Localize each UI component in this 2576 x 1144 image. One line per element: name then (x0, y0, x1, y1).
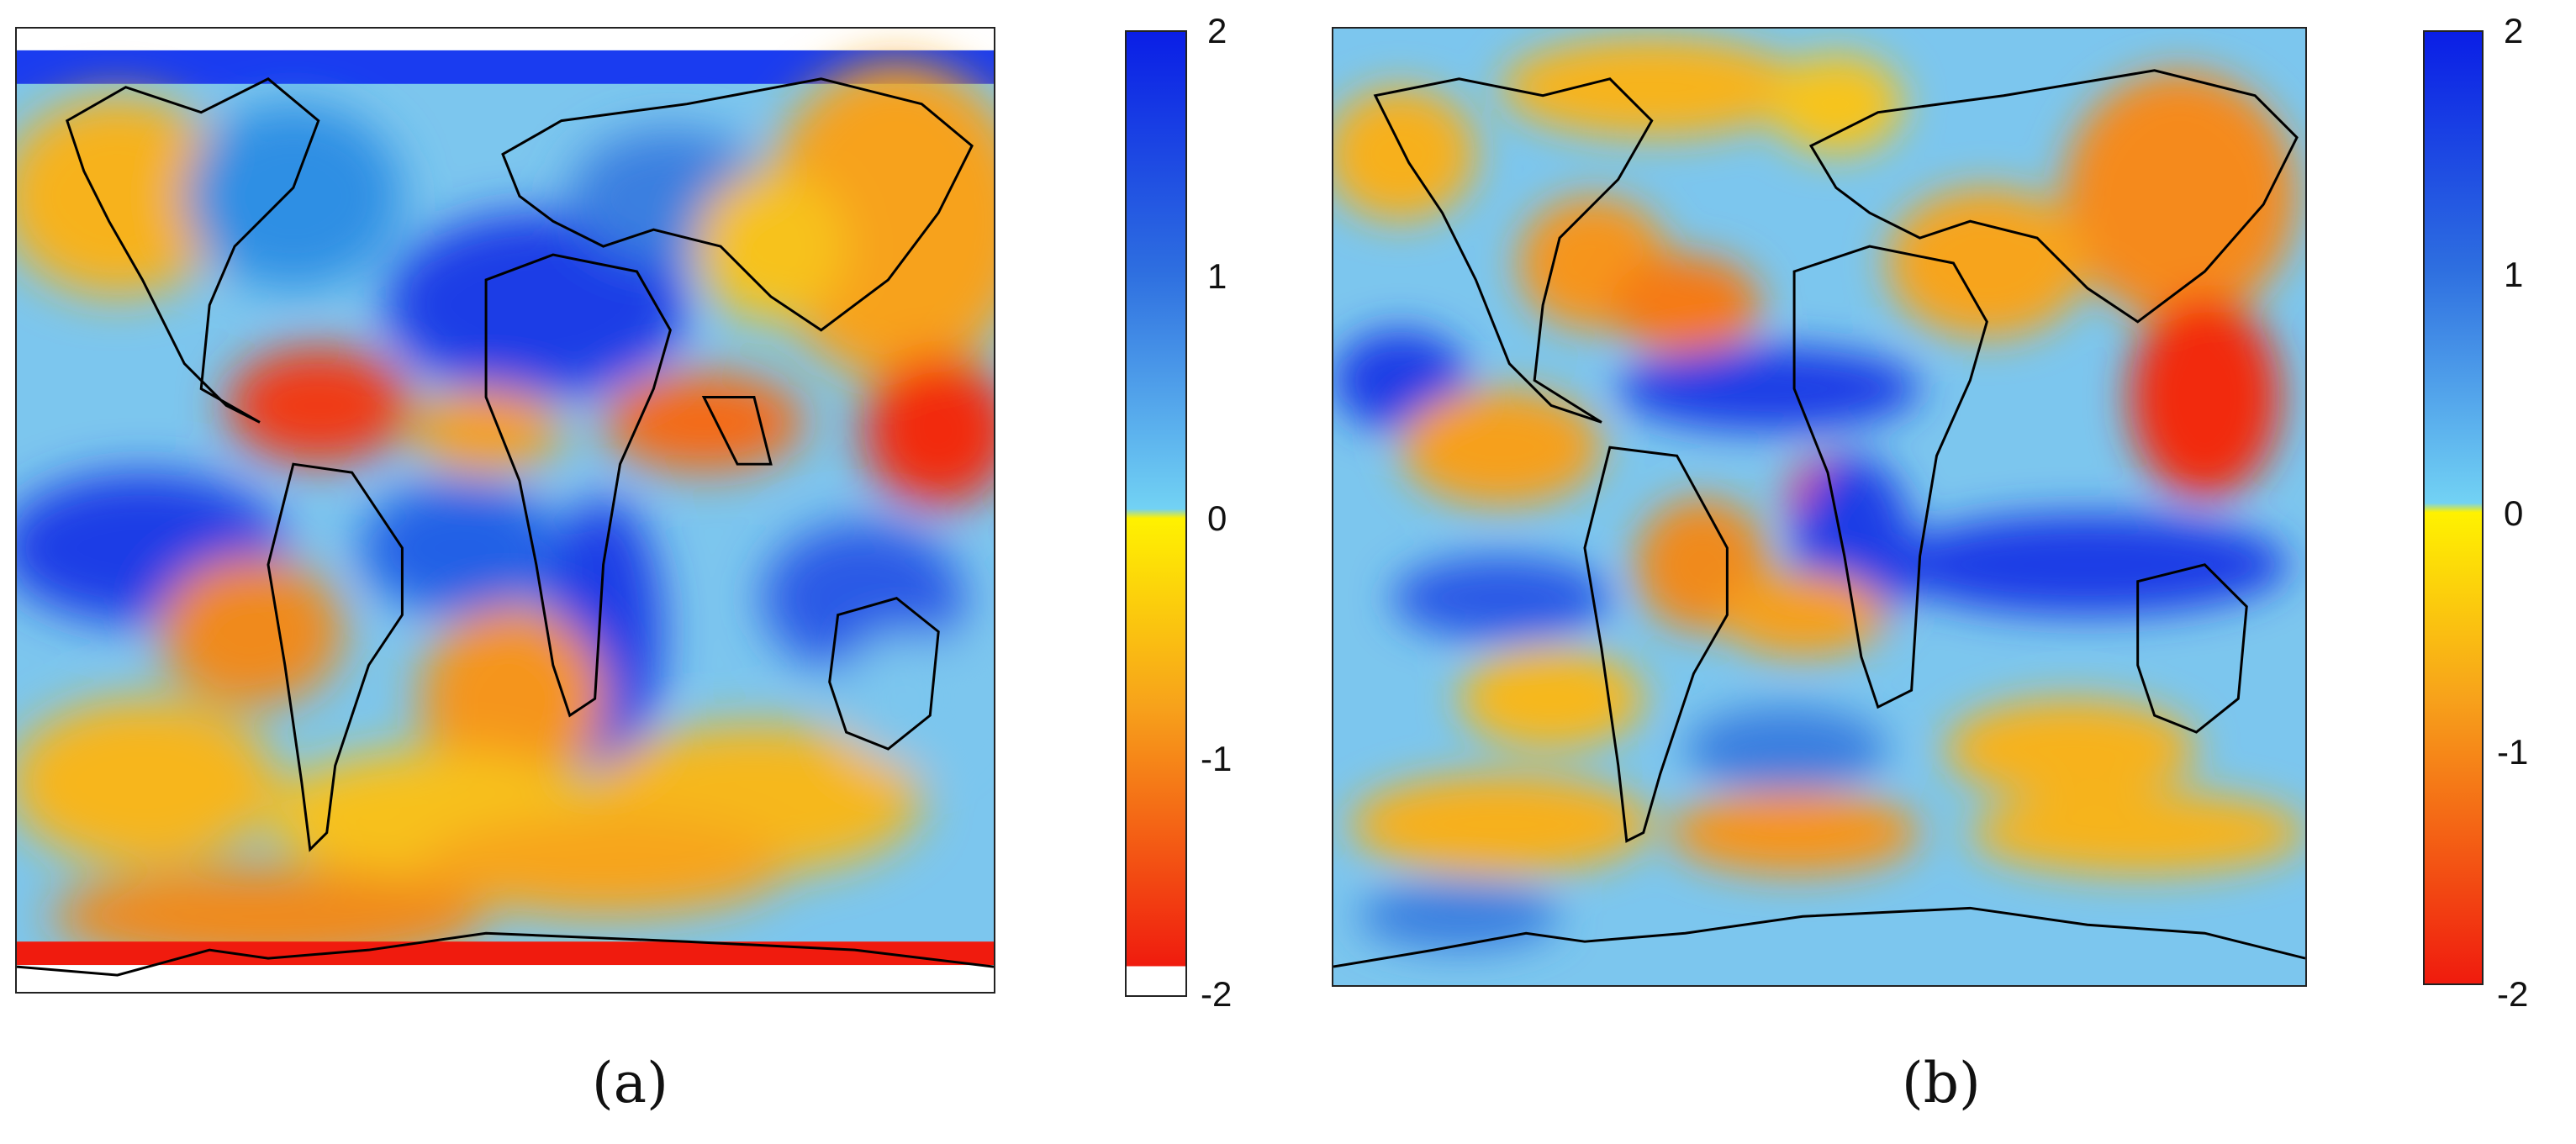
map-a-field (17, 29, 994, 992)
coastline-b (1333, 69, 2305, 968)
colorbar-a-tick-1: 1 (1207, 256, 1227, 296)
colorbar-b-tick-neg1: -1 (2497, 732, 2529, 772)
caption-a: (a) (592, 1051, 668, 1115)
colorbar-b-tick-1: 1 (2504, 255, 2524, 294)
colorbar-a-tick-0: 0 (1207, 498, 1227, 538)
colorbar-b-tick-neg2: -2 (2497, 974, 2529, 1014)
map-a (15, 27, 995, 994)
caption-b: (b) (1902, 1051, 1981, 1115)
colorbar-a (1125, 30, 1187, 997)
colorbar-a-tick-neg1: -1 (1201, 739, 1233, 778)
colorbar-a-tick-2: 2 (1207, 11, 1227, 50)
colorbar-b-tick-0: 0 (2504, 493, 2524, 533)
colorbar-a-tick-neg2: -2 (1201, 974, 1233, 1014)
map-b-field (1333, 36, 2305, 968)
map-b (1332, 27, 2307, 987)
colorbar-b-tick-2: 2 (2504, 11, 2524, 50)
colorbar-b (2423, 30, 2484, 985)
coastline-a (17, 77, 994, 977)
